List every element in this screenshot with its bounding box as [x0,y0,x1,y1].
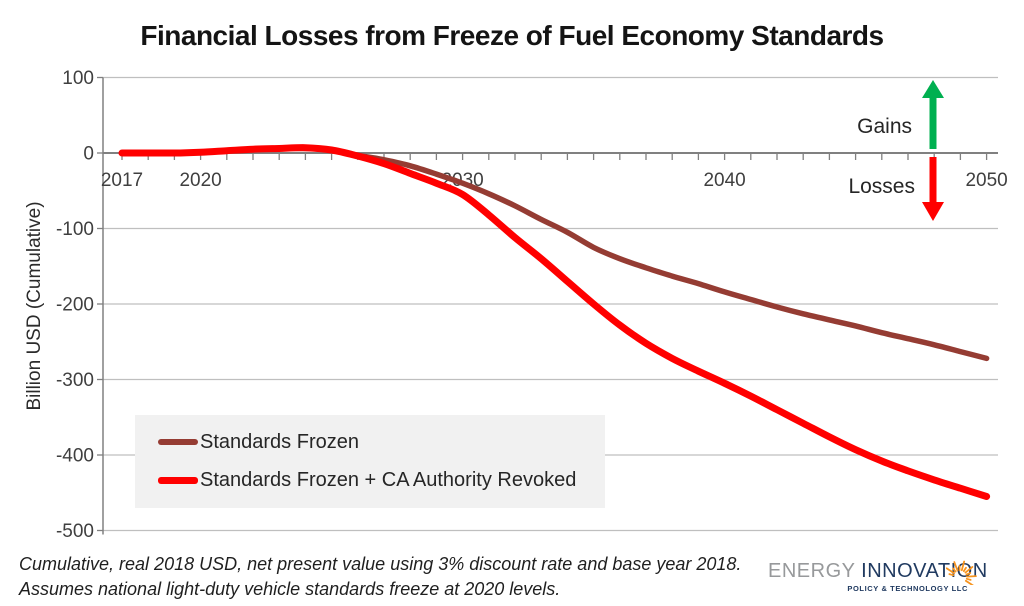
y-tick-label: -500 [56,521,94,542]
y-tick-label: -100 [56,219,94,240]
legend-label: Standards Frozen + CA Authority Revoked [200,469,577,492]
footnote-line-1: Cumulative, real 2018 USD, net present v… [19,554,742,574]
starburst-ray [946,567,956,575]
footnote-line-2: Assumes national light-duty vehicle stan… [19,579,561,599]
logo-tagline: POLICY & TECHNOLOGY LLC [847,584,968,593]
chart-title: Financial Losses from Freeze of Fuel Eco… [140,20,884,51]
gains-label: Gains [857,115,912,138]
legend: Standards Frozen Standards Frozen + CA Au… [135,415,605,508]
starburst-ray [965,577,972,581]
x-tick-label: 2040 [703,170,745,191]
logo-energy-text: ENERGY [768,560,856,582]
starburst-ray [964,579,974,585]
losses-down-arrow-icon [922,157,944,221]
y-tick-label: -400 [56,446,94,467]
legend-item: Standards Frozen [158,431,605,454]
y-axis-title: Billion USD (Cumulative) [24,201,45,411]
footnote: Cumulative, real 2018 USD, net present v… [19,552,741,602]
legend-label: Standards Frozen [200,430,359,453]
legend-swatch [158,439,198,446]
y-tick-label: -300 [56,370,94,391]
starburst-icon [946,560,977,585]
x-ticks [121,154,988,160]
y-tick-label: 0 [83,144,94,165]
starburst-ray [962,566,967,573]
starburst-ray [960,560,966,572]
gains-up-arrow-icon [922,80,944,149]
y-tick-label: -200 [56,295,94,316]
starburst-ray [953,561,959,572]
losses-label: Losses [848,175,915,198]
legend-swatch [158,477,198,485]
starburst-ray [964,566,974,574]
x-tick-label: 2017 [101,170,143,191]
legend-item: Standards Frozen + CA Authority Revoked [158,469,605,492]
x-tick-label: 2050 [965,170,1007,191]
x-tick-label: 2020 [179,170,221,191]
starburst-ray [965,572,972,576]
y-tick-label: 100 [62,68,94,89]
energy-innovation-logo: ENERGY INNOVATION POLICY & TECHNOLOGY LL… [768,560,994,593]
y-tick-labels: 100 0 -100 -200 -300 -400 -500 [56,68,94,542]
series-line-standards-frozen-ca-revoked [118,144,991,500]
starburst-ray [952,567,957,573]
starburst-ray [948,573,955,577]
